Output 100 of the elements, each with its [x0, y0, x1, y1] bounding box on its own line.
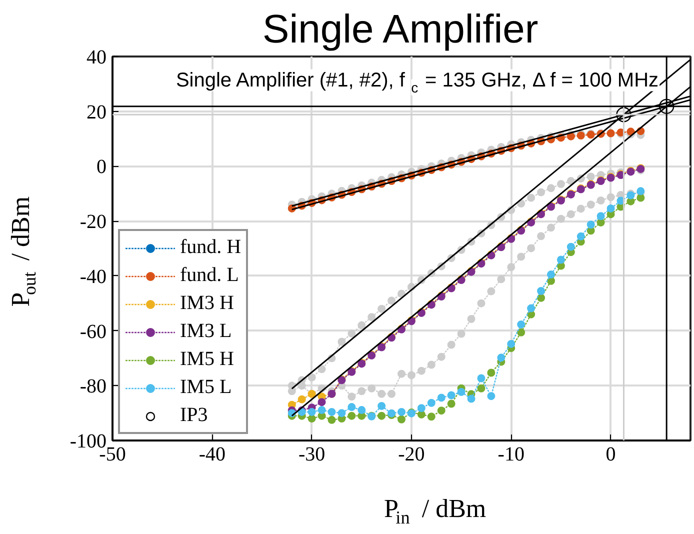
point: [566, 242, 575, 251]
point: [427, 412, 436, 421]
point: [497, 354, 506, 362]
point: [497, 275, 506, 284]
point: [537, 188, 546, 196]
point: [398, 408, 406, 416]
point: [298, 395, 306, 404]
point: [427, 360, 436, 369]
point: [457, 330, 466, 338]
point: [546, 270, 555, 279]
point: [348, 403, 356, 412]
point: [378, 390, 386, 398]
legend-label: IM3 L: [180, 320, 232, 343]
point: [576, 232, 585, 240]
point: [517, 320, 526, 328]
point: [388, 390, 396, 398]
x-tick-label: -30: [298, 444, 326, 466]
y-tick-label: 40: [86, 46, 106, 68]
point: [328, 416, 336, 424]
point: [566, 177, 575, 186]
point: [318, 398, 326, 406]
point: [417, 366, 426, 375]
point: [308, 414, 316, 423]
point: [358, 406, 366, 414]
point: [487, 368, 496, 377]
point: [586, 200, 595, 209]
point: [477, 374, 486, 382]
point: [616, 107, 632, 122]
y-axis-title: Pout / dBm: [6, 196, 40, 307]
point: [338, 338, 346, 346]
point: [308, 373, 316, 382]
point: [576, 204, 585, 213]
point: [437, 352, 446, 361]
point: [556, 214, 565, 223]
point: [467, 394, 476, 403]
point: [328, 408, 336, 416]
y-tick-label: 20: [86, 101, 106, 124]
y-tick-label: -20: [80, 211, 107, 234]
point: [606, 204, 615, 212]
point: [437, 394, 446, 402]
legend-label: fund. L: [180, 264, 239, 287]
point: [517, 252, 526, 261]
y-tick-label: -40: [80, 266, 107, 288]
point: [606, 193, 615, 202]
point: [487, 287, 496, 296]
point: [378, 412, 386, 420]
point: [398, 415, 406, 424]
point: [517, 328, 526, 336]
point: [447, 340, 456, 349]
point: [447, 400, 456, 408]
point: [457, 388, 466, 396]
legend-label: fund. H: [180, 236, 242, 259]
point: [318, 406, 326, 414]
point: [348, 330, 356, 338]
point: [507, 263, 516, 272]
point: [537, 287, 546, 296]
point: [378, 402, 386, 410]
x-tick-label: -40: [198, 444, 226, 466]
chart-title: Single Amplifier: [262, 8, 538, 52]
point: [527, 244, 536, 252]
point: [348, 392, 356, 401]
point: [417, 404, 426, 412]
point: [378, 304, 386, 313]
point: [358, 387, 366, 396]
legend-label: IM5 H: [180, 348, 234, 371]
legend-label: IP3: [180, 404, 208, 427]
point: [417, 410, 426, 418]
point: [546, 184, 555, 192]
point: [658, 98, 674, 114]
point: [467, 315, 476, 323]
point: [318, 365, 326, 374]
point: [368, 313, 376, 322]
point: [487, 392, 496, 400]
point: [308, 408, 316, 416]
point: [546, 224, 555, 232]
x-tick-label: -20: [398, 444, 425, 466]
point: [556, 180, 565, 188]
legend-label: IM3 H: [180, 292, 234, 315]
point: [368, 384, 376, 392]
point: [407, 371, 416, 380]
point: [388, 296, 396, 305]
x-tick-label: 0: [606, 444, 616, 466]
point: [527, 304, 536, 312]
point: [507, 340, 516, 348]
point: [596, 212, 605, 220]
x-tick-label: -10: [498, 444, 524, 466]
point: [427, 398, 436, 407]
point: [348, 412, 356, 420]
point: [556, 256, 565, 264]
point: [566, 210, 575, 218]
point: [447, 391, 456, 400]
legend-label: IM5 L: [180, 376, 232, 399]
point: [527, 194, 536, 202]
y-tick-label: 0: [96, 156, 106, 178]
point: [338, 409, 346, 418]
point: [477, 299, 486, 308]
point: [477, 384, 486, 392]
point: [586, 220, 595, 229]
y-tick-label: -60: [80, 320, 107, 343]
point: [537, 232, 546, 240]
